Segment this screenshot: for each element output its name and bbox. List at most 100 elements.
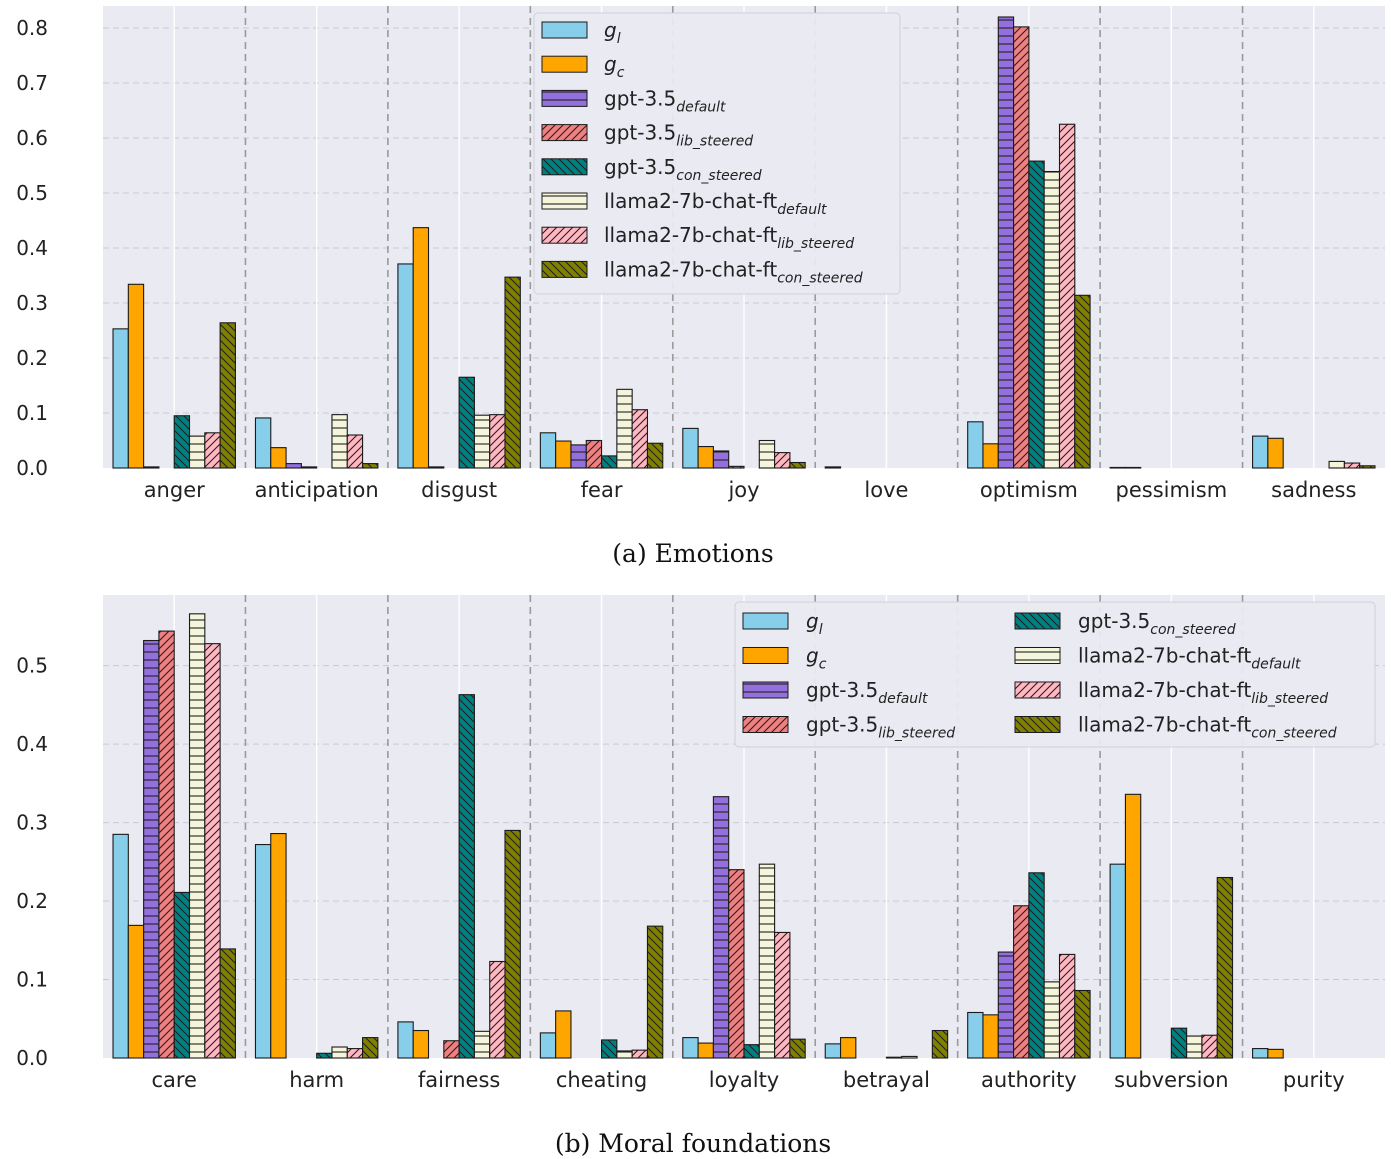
y-tick-label: 0.0 — [16, 1046, 48, 1070]
bar-g_c-disgust — [412, 227, 430, 469]
bar-gpt_con-authority — [1028, 872, 1045, 1059]
bar-llama_con-anticipation — [362, 463, 379, 469]
bar-g_c-sadness — [1267, 437, 1284, 469]
bar-gpt_con-subversion — [1170, 1027, 1188, 1059]
legend-swatch — [1014, 612, 1061, 630]
y-tick-label: 0.8 — [16, 16, 48, 40]
legend-label: gpt-3.5default — [604, 86, 726, 115]
emotions-caption: (a) Emotions — [612, 539, 773, 568]
bar-gpt_con-anger — [173, 415, 191, 469]
bar-gpt_default-disgust — [427, 466, 445, 469]
bar-llama_con-disgust — [504, 276, 521, 469]
bar-llama_con-authority — [1074, 989, 1091, 1059]
bar-gpt_con-fear — [601, 455, 618, 469]
bar-llama_default-loyalty — [758, 863, 776, 1059]
bar-llama_default-care — [188, 613, 206, 1059]
bar-g_c-care — [127, 924, 145, 1059]
y-tick-label: 0.2 — [16, 346, 48, 370]
bar-llama_default-optimism — [1043, 171, 1061, 469]
bar-llama_con-anger — [219, 322, 236, 469]
y-tick-label: 0.3 — [16, 811, 48, 835]
bar-llama_con-optimism — [1074, 294, 1091, 469]
bar-llama_lib-anticipation — [346, 434, 364, 469]
bar-llama_default-fear — [616, 388, 633, 469]
bar-llama_default-sadness — [1328, 460, 1345, 469]
legend-label: llama2-7b-chat-ftdefault — [604, 189, 827, 218]
bar-llama_lib-anger — [204, 432, 221, 469]
bar-g_l-joy — [682, 427, 699, 469]
bar-llama_default-anger — [188, 435, 206, 469]
x-tick-label: fairness — [418, 1068, 500, 1092]
bar-gpt_con-care — [173, 891, 191, 1059]
bar-g_c-joy — [697, 445, 714, 469]
bar-g_l-anticipation — [254, 417, 272, 469]
legend-label: gl — [604, 18, 621, 47]
bar-gpt_default-optimism — [997, 16, 1015, 469]
bar-g_l-sadness — [1252, 435, 1269, 469]
legend-swatch — [742, 681, 789, 699]
bar-llama_lib-sadness — [1343, 462, 1361, 469]
bar-g_l-disgust — [397, 263, 414, 469]
legend-label: gpt-3.5con_steered — [604, 155, 762, 184]
bar-llama_lib-joy — [774, 452, 791, 469]
bar-gpt_lib-joy — [728, 465, 745, 469]
legend-label: llama2-7b-chat-ftlib_steered — [604, 223, 854, 252]
x-tick-label: harm — [289, 1068, 344, 1092]
legend-swatch — [541, 21, 588, 39]
y-tick-label: 0.2 — [16, 889, 48, 913]
x-tick-label: anger — [144, 478, 205, 502]
moral-foundations-caption: (b) Moral foundations — [555, 1129, 831, 1158]
bar-gpt_con-betrayal — [885, 1056, 903, 1059]
bar-g_c-optimism — [982, 443, 999, 469]
bar-llama_default-subversion — [1186, 1035, 1203, 1059]
bar-g_l-purity — [1252, 1048, 1269, 1059]
bar-g_l-love — [824, 466, 842, 469]
bar-llama_con-betrayal — [931, 1029, 949, 1059]
x-tick-label: pessimism — [1116, 478, 1228, 502]
legend-swatch — [541, 158, 588, 176]
bar-g_c-anticipation — [270, 447, 287, 469]
bar-g_c-subversion — [1124, 793, 1142, 1059]
bar-llama_con-fairness — [504, 829, 521, 1059]
bar-llama_default-fairness — [473, 1030, 491, 1059]
y-tick-label: 0.6 — [16, 126, 48, 150]
bar-gpt_con-cheating — [601, 1039, 618, 1059]
bar-llama_con-loyalty — [789, 1038, 806, 1059]
legend-label: gpt-3.5default — [806, 678, 928, 707]
bar-llama_lib-cheating — [631, 1049, 649, 1059]
legend-swatch — [541, 89, 588, 107]
legend-label: gpt-3.5con_steered — [1078, 609, 1236, 638]
bar-llama_default-joy — [758, 439, 776, 469]
legend-label: gpt-3.5lib_steered — [806, 713, 955, 742]
bar-llama_lib-subversion — [1201, 1034, 1218, 1059]
legend-label: gl — [806, 609, 823, 638]
bar-gpt_lib-anticipation — [300, 466, 318, 469]
legend-label: gpt-3.5lib_steered — [604, 121, 753, 150]
bar-llama_con-cheating — [646, 925, 664, 1059]
bar-gpt_con-disgust — [458, 376, 475, 469]
bar-g_c-authority — [982, 1014, 999, 1059]
bar-llama_con-harm — [362, 1037, 379, 1059]
bar-llama_default-cheating — [616, 1050, 633, 1059]
x-tick-label: joy — [727, 478, 759, 502]
bar-llama_con-subversion — [1216, 876, 1234, 1059]
bar-g_l-harm — [254, 843, 272, 1059]
bar-gpt_default-joy — [712, 450, 730, 469]
bar-g_l-authority — [967, 1011, 984, 1059]
x-tick-label: cheating — [556, 1068, 647, 1092]
bar-gpt_lib-fairness — [443, 1040, 460, 1059]
bar-llama_lib-authority — [1058, 953, 1076, 1059]
y-tick-label: 0.1 — [16, 401, 48, 425]
bar-g_c-cheating — [555, 1010, 572, 1059]
legend-swatch — [541, 260, 588, 278]
bar-g_c-anger — [127, 283, 145, 469]
bar-gpt_con-loyalty — [743, 1044, 760, 1059]
legend: gl gc gpt-3.5default gpt-3.5lib_steered gpt-… — [533, 12, 901, 295]
bar-gpt_con-optimism — [1028, 160, 1045, 469]
bar-g_c-loyalty — [697, 1042, 714, 1059]
bar-g_l-pessimism — [1109, 466, 1126, 469]
bar-gpt_default-care — [143, 639, 160, 1059]
bar-g_l-fairness — [397, 1021, 414, 1059]
bar-gpt_default-anticipation — [285, 463, 302, 469]
bar-gpt_con-harm — [316, 1052, 333, 1059]
